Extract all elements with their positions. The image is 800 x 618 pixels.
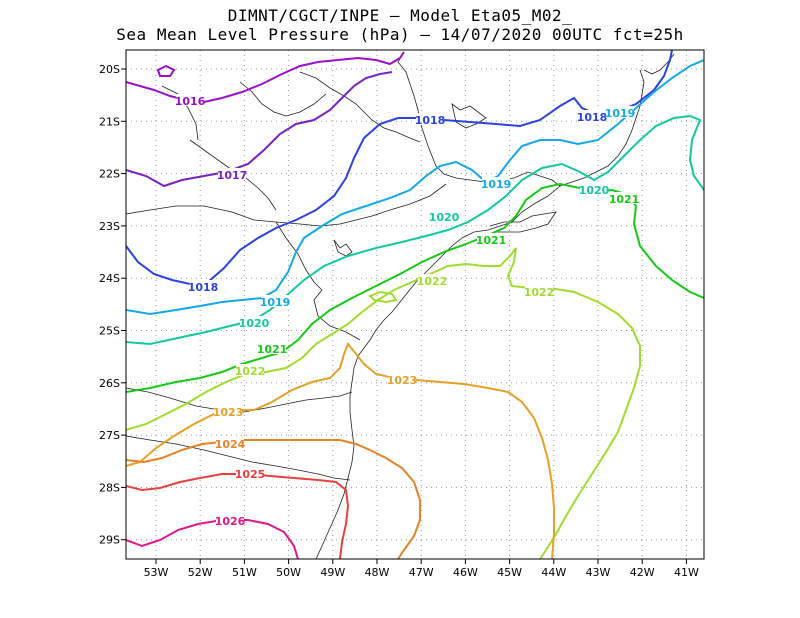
contour-label-bg bbox=[236, 467, 264, 479]
y-tick-label: 21S bbox=[99, 115, 120, 128]
contour-label-1018: 1018 bbox=[415, 114, 446, 127]
contour-label-1024: 1024 bbox=[215, 438, 246, 451]
contour-label-bg bbox=[240, 316, 268, 328]
contour-label-1019: 1019 bbox=[605, 107, 636, 120]
y-tick-label: 29S bbox=[99, 534, 120, 547]
isobar-1022-closed bbox=[368, 290, 398, 304]
contour-label-1020: 1020 bbox=[579, 184, 610, 197]
contour-label-bg bbox=[176, 94, 204, 106]
x-tick-label: 46W bbox=[453, 566, 478, 579]
contour-label-bg bbox=[261, 295, 289, 307]
y-tick-label: 23S bbox=[99, 220, 120, 233]
title-line-2: Sea Mean Level Pressure (hPa) – 14/07/20… bbox=[116, 25, 684, 44]
x-tick-label: 48W bbox=[365, 566, 390, 579]
contour-label-1022: 1022 bbox=[417, 275, 448, 288]
contour-label-bg bbox=[388, 373, 416, 385]
isobar-1021 bbox=[126, 182, 704, 393]
x-tick-label: 52W bbox=[188, 566, 213, 579]
contour-label-bg bbox=[578, 110, 606, 122]
contour-label-bg bbox=[258, 342, 286, 354]
contour-label-1021: 1021 bbox=[257, 343, 288, 356]
x-tick-label: 51W bbox=[232, 566, 257, 579]
contour-label-1017: 1017 bbox=[217, 169, 248, 182]
contour-label-bg bbox=[525, 285, 553, 297]
y-tick-label: 20S bbox=[99, 63, 120, 76]
isobar-1017 bbox=[126, 71, 393, 188]
contour-label-bg bbox=[236, 364, 264, 376]
x-tick-label: 50W bbox=[276, 566, 301, 579]
isobar-1020 bbox=[126, 114, 704, 346]
contour-label-bg bbox=[416, 113, 444, 125]
contour-label-1025: 1025 bbox=[235, 468, 266, 481]
y-tick-label: 22S bbox=[99, 168, 120, 181]
contour-label-bg bbox=[477, 233, 505, 245]
contour-label-1026: 1026 bbox=[215, 515, 246, 528]
isobar-1016-closed bbox=[156, 64, 176, 77]
y-axis: 20S 21S 22S 23S 24S 25S 26S 27S 28S 29S bbox=[99, 63, 126, 547]
contour-label-bg bbox=[580, 183, 608, 195]
contour-label-1019: 1019 bbox=[481, 178, 512, 191]
isobar-1025 bbox=[126, 473, 350, 559]
contour-label-1022: 1022 bbox=[235, 365, 266, 378]
y-tick-label: 26S bbox=[99, 377, 120, 390]
contour-label-1020: 1020 bbox=[239, 317, 270, 330]
isobar-1024 bbox=[126, 439, 421, 559]
contour-label-bg bbox=[610, 192, 638, 204]
contour-label-bg bbox=[214, 405, 242, 417]
isobar-1016 bbox=[126, 51, 405, 104]
x-tick-label: 42W bbox=[630, 566, 655, 579]
contour-label-1021: 1021 bbox=[476, 234, 507, 247]
contour-label-bg bbox=[218, 168, 246, 180]
x-tick-label: 53W bbox=[144, 566, 169, 579]
contour-label-1022: 1022 bbox=[524, 286, 555, 299]
contour-label-1019: 1019 bbox=[260, 296, 291, 309]
isobar-1022 bbox=[126, 247, 641, 559]
contour-label-1018: 1018 bbox=[188, 281, 219, 294]
y-tick-label: 27S bbox=[99, 429, 120, 442]
contour-label-bg bbox=[216, 514, 244, 526]
x-tick-label: 41W bbox=[674, 566, 699, 579]
contour-label-1016: 1016 bbox=[175, 95, 206, 108]
contour-label-1018: 1018 bbox=[577, 111, 608, 124]
contour-label-bg bbox=[189, 280, 217, 292]
contour-label-bg bbox=[216, 437, 244, 449]
contour-label-1023: 1023 bbox=[387, 374, 418, 387]
x-tick-label: 47W bbox=[409, 566, 434, 579]
x-tick-label: 49W bbox=[320, 566, 345, 579]
isobar-1019 bbox=[126, 59, 704, 316]
title-line-1: DIMNT/CGCT/INPE – Model Eta05_M02_ bbox=[227, 6, 573, 25]
contour-label-1023: 1023 bbox=[213, 406, 244, 419]
contour-label-1020: 1020 bbox=[429, 211, 460, 224]
contour-label-1021: 1021 bbox=[609, 193, 640, 206]
y-tick-label: 28S bbox=[99, 481, 120, 494]
contour-label-bg bbox=[606, 106, 634, 118]
x-axis: 53W 52W 51W 50W 49W 48W 47W 46W 45W 44W 43W 42W 41W bbox=[144, 559, 699, 579]
x-tick-label: 45W bbox=[497, 566, 522, 579]
contour-label-bg bbox=[418, 274, 446, 286]
y-tick-label: 25S bbox=[99, 325, 120, 338]
contour-label-bg bbox=[430, 210, 458, 222]
contour-label-bg bbox=[482, 177, 510, 189]
x-tick-label: 43W bbox=[586, 566, 611, 579]
x-tick-label: 44W bbox=[541, 566, 566, 579]
plot-frame bbox=[125, 49, 705, 560]
y-tick-label: 24S bbox=[99, 272, 120, 285]
